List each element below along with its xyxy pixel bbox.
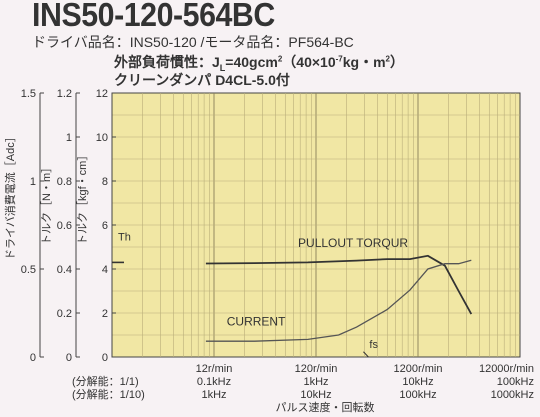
series [112,254,473,342]
x-tick-speed: 120r/min [295,363,338,375]
inertia-unit: kg・m [342,54,386,70]
current-annotation: CURRENT [227,314,286,328]
current-axis-tick-label: 0.5 [21,264,36,276]
inertia-sup3: 2 [385,54,390,64]
inertia-mid: =40gcm [225,54,278,70]
torque-nm-axis-tick-label: 0.6 [57,220,72,232]
x-tick-freq-2: 1000kHz [491,389,534,401]
current-axis-tick-label: 1.5 [21,88,36,100]
x-tick-freq-1: 1kHz [303,376,328,388]
torque-nm-axis-tick-label: 0.4 [57,264,72,276]
page-title: INS50-120-564BC [32,0,275,33]
x-tick-speed: 12r/min [196,363,233,375]
inertia-sub: L [219,62,226,73]
current-line [205,259,472,342]
x-tick-freq-2: 10kHz [300,389,331,401]
th-annotation: Th [118,231,131,243]
x-tick-freq-1: 10kHz [402,376,433,388]
pullout-annotation: PULLOUT TORQUR [298,236,408,250]
inertia-prefix: 外部負荷慣性：J [114,54,220,70]
torque-nm-axis-tick-label: 0.2 [57,308,72,320]
damper-line: クリーンダンパ D4CL-5.0付 [114,72,290,88]
resolution-label-1: (分解能：1/1) [72,374,139,388]
torque-kgf-axis-tick-label: 0 [102,352,108,364]
torque-nm-axis-tick-label: 0 [66,352,72,364]
x-tick-freq-1: 100kHz [497,376,534,388]
inertia-sup1: 2 [277,54,283,64]
fs-annotation: fs [369,339,378,351]
inertia-paren: （40×10 [282,54,336,70]
x-tick-speed: 12000r/min [479,363,534,375]
torque-kgf-axis-tick-label: 6 [102,220,108,232]
torque-nm-axis-tick-label: 1.2 [57,88,72,100]
x-tick-speed: 1200r/min [394,363,443,375]
axes [39,92,116,358]
torque-nm-axis-tick-label: 0.8 [57,176,72,188]
grid [112,93,520,357]
torque-kgf-axis-tick-label: 12 [96,88,108,100]
torque-kgf-axis-tick-label: 8 [102,176,108,188]
load-inertia-line: 外部負荷慣性：JL=40gcm2（40×10-7kg・m2） [114,52,404,73]
inertia-sup2: -7 [335,54,343,64]
driver-model-line: ドライバ品名：INS50-120 /モータ品名：PF564-BC [32,34,354,50]
current-axis-tick-label: 1 [30,176,36,188]
current-axis-label: ドライバ消費電流［Adc］ [3,131,17,260]
inertia-close: ） [390,54,404,70]
torque-nm-axis-tick-label: 1 [66,132,72,144]
torque-kgf-axis-tick-label: 2 [102,308,108,320]
torque-kgf-axis-tick-label: 10 [96,132,108,144]
annotations: Th PULLOUT TORQUR CURRENT fs [118,231,408,358]
fs-marker [363,351,369,358]
tick-labels: 0 0.5 1 1.5 0 0.2 0.4 0.6 0.8 1 1.2 0 2 4 6 8 10 12 ドライバ消費… [3,88,534,414]
torque-kgf-axis-tick-label: 4 [102,264,108,276]
x-tick-freq-2: 100kHz [399,389,436,401]
x-tick-freq-2: 1kHz [201,389,226,401]
pullout-torque-line [205,254,473,315]
torque-nm-axis-label: トルク［N・m］ [40,162,53,245]
resolution-label-2: (分解能：1/10) [72,387,145,401]
torque-kgf-axis-label: トルク［kgf・cm］ [76,150,89,245]
current-axis-tick-label: 0 [30,352,36,364]
x-axis-label: パルス速度・回転数 [276,400,375,414]
x-tick-freq-1: 0.1kHz [197,376,231,388]
